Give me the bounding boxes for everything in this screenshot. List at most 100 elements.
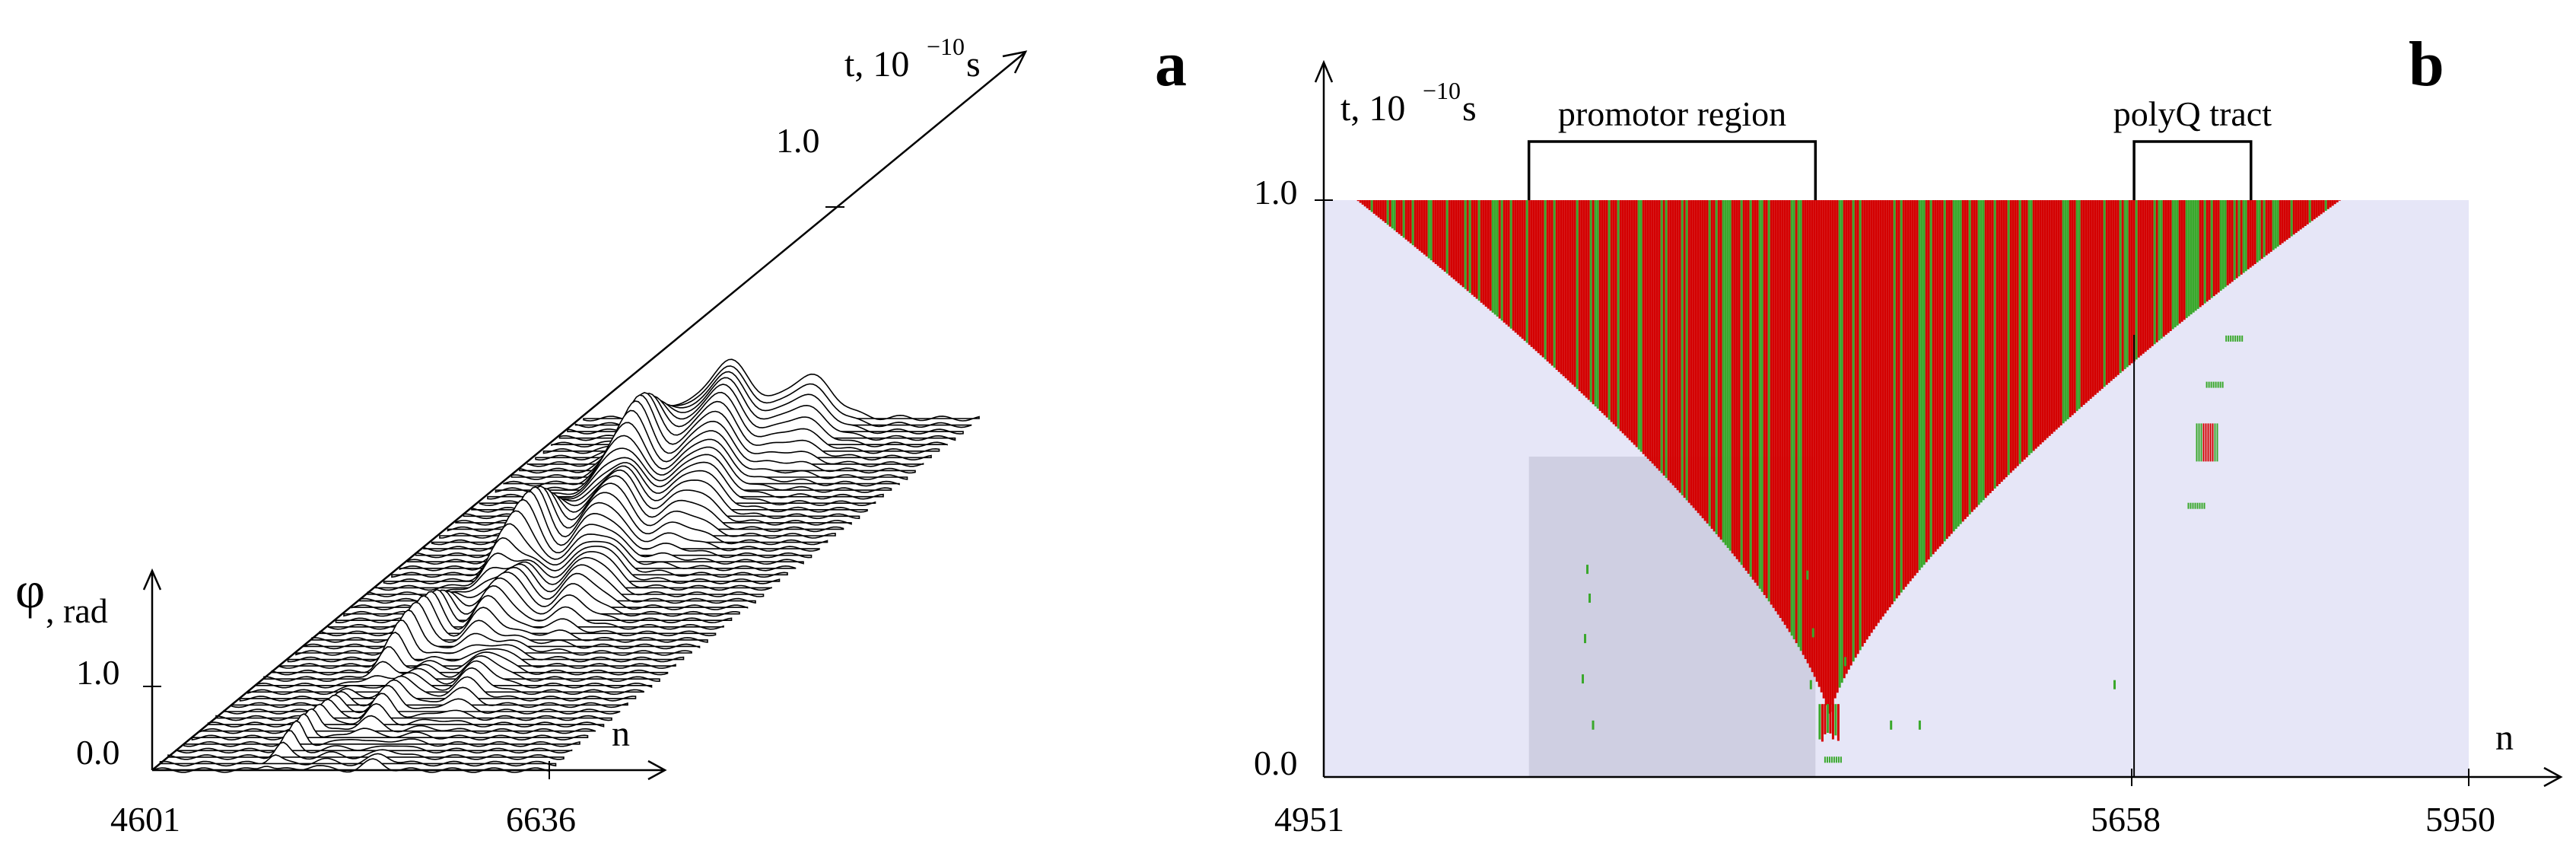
wedge-strip [2105,200,2108,385]
wedge-strip [1624,200,1627,436]
wedge-strip [1690,200,1693,506]
wedge-strip [1692,200,1695,508]
a-y-tick-label-1: 1.0 [76,653,120,692]
wedge-strip [1639,200,1643,452]
wedge-strip [1448,200,1451,275]
wedge-strip [1557,200,1560,372]
wedge-strip [1948,200,1951,537]
wedge-strip [1464,200,1467,289]
wedge-strip [2219,200,2222,291]
wedge-strip [2283,200,2286,242]
wedge-strip [2224,200,2227,288]
isolated-cluster [1826,756,1828,763]
wedge-strip [2078,200,2081,409]
wedge-strip [1964,200,1967,520]
wedge-strip [1628,200,1631,441]
wedge-strip [1868,200,1871,636]
wedge-strip [1733,200,1736,556]
wedge-strip [2285,200,2288,240]
wedge-tail-strip [1837,704,1840,741]
wedge-strip [1514,200,1517,333]
isolated-cluster [1824,756,1826,763]
wedge-strip [2091,200,2094,397]
wedge-strip [1363,200,1366,207]
wedge-strip [1996,200,1999,486]
wedge-strip [1765,200,1768,599]
wedge-strip [2087,200,2090,401]
wedge-strip [1872,200,1875,630]
wedge-strip [1368,200,1371,211]
wedge-strip [1491,200,1494,313]
wedge-strip [1416,200,1419,250]
wedge-strip [1717,200,1720,537]
wedge-strip [2030,200,2033,454]
wedge-strip [1975,200,1978,508]
b-x-tick-label-5658: 5658 [2091,800,2161,839]
wedge-strip [1840,200,1843,683]
wedge-strip [1703,200,1706,521]
wedge-strip [1740,200,1743,565]
wedge-strip [1852,200,1855,662]
wedge-strip [1859,200,1862,651]
a-y-tick-label-0: 0.0 [76,733,120,772]
wedge-strip [2080,200,2083,407]
wedge-strip [1790,200,1793,636]
a-y-axis-label: φ , rad [15,561,108,630]
a-x-axis-label: n [612,714,630,754]
wedge-strip [1592,200,1595,405]
a-t-axis-line [151,53,1025,771]
wedge-strip [1587,200,1590,400]
wedge-strip [2308,200,2311,223]
isolated-cluster [2232,335,2234,342]
wedge-strip [2085,200,2088,403]
a-x-axis-arrow [647,759,667,781]
wedge-strip [2212,200,2215,297]
isolated-speck [1582,674,1584,684]
b-isolated-clusters [1582,335,2244,763]
wedge-strip [2139,200,2142,356]
wedge-strip [1409,200,1412,244]
wedge-strip [2210,200,2213,298]
wedge-strip [1635,200,1638,447]
wedge-strip [1886,200,1889,611]
wedge-strip [1461,200,1465,288]
isolated-cluster [2205,423,2207,462]
wedge-strip [1968,200,1971,514]
wedge-strip [2050,200,2053,435]
wedge-strip [1694,200,1697,511]
wedge-strip [1863,200,1866,643]
wedge-strip [1519,200,1522,337]
isolated-cluster [2196,502,2199,509]
wedge-strip [1569,200,1572,383]
wedge-strip [1434,200,1437,264]
wedge-strip [1932,200,1935,555]
wedge-strip [2116,200,2120,375]
wedge-strip [2153,200,2156,345]
wedge-strip [1496,200,1499,317]
wedge-strip [1706,200,1709,524]
wedge-tail-strip [1821,704,1824,742]
wedge-strip [1799,200,1802,651]
isolated-cluster [2219,381,2221,388]
wedge-strip [2329,200,2332,208]
wedge-strip [2062,200,2065,424]
wedge-strip [1580,200,1583,393]
isolated-speck [1586,565,1589,575]
wedge-strip [2292,200,2295,235]
wedge-strip [1772,200,1775,608]
wedge-strip [1523,200,1526,341]
wedge-strip [1897,200,1900,596]
wedge-strip [1548,200,1551,364]
wedge-strip [1601,200,1604,413]
wedge-strip [1708,200,1711,527]
wedge-strip [1822,200,1825,699]
wedge-strip [1922,200,1926,565]
wedge-strip [2146,200,2149,350]
wedge-strip [2269,200,2272,252]
isolated-cluster [2194,502,2196,509]
wedge-strip [1477,200,1480,301]
wedge-strip [1738,200,1741,562]
wedge-strip [1751,200,1754,580]
waterfall-traces [151,358,980,773]
wedge-strip [2231,200,2234,282]
